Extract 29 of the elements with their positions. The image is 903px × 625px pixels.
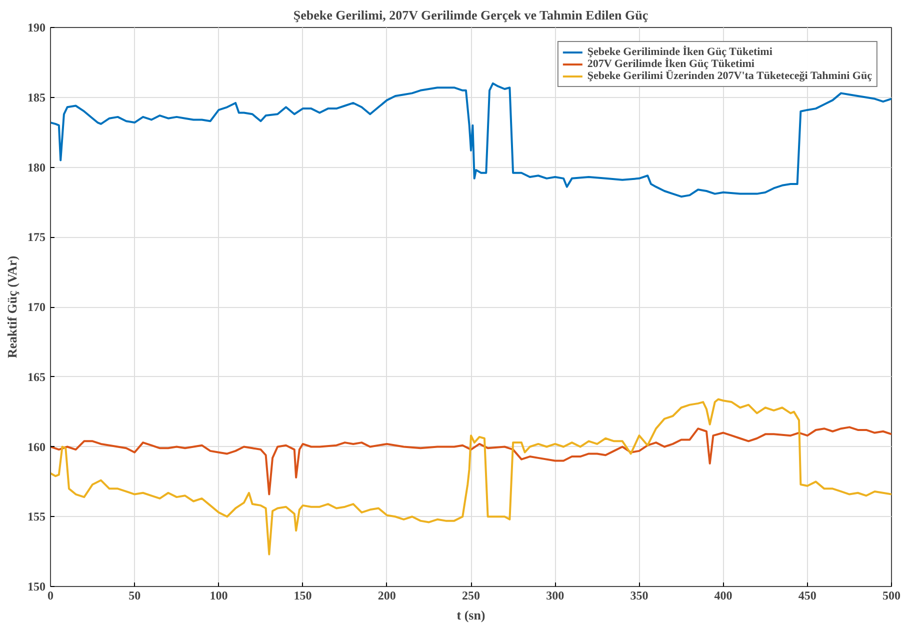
y-tick-label: 170: [28, 300, 46, 314]
x-tick-label: 350: [630, 588, 648, 602]
y-tick-label: 175: [28, 230, 46, 244]
legend-label: 207V Gerilimde İken Güç Tüketimi: [587, 58, 754, 70]
x-tick-label: 450: [798, 588, 816, 602]
line-series: [50, 398, 892, 556]
legend-label: Şebeke Gerilimi Üzerinden 207V'ta Tüketeceği Tahmini Güç: [587, 70, 872, 82]
x-tick-label: 50: [128, 588, 141, 602]
y-tick-label: 165: [28, 370, 46, 384]
chart-title: Şebeke Gerilimi, 207V Gerilimde Gerçek ve Tahmin Edilen Güç: [293, 8, 648, 22]
x-tick-label: 100: [210, 588, 228, 602]
y-tick-label: 180: [28, 160, 46, 174]
x-tick-label: 150: [294, 588, 312, 602]
x-tick-label: 400: [714, 588, 732, 602]
x-axis-title: t (sn): [456, 608, 486, 622]
y-tick-label: 160: [28, 440, 46, 454]
x-tick-label: 250: [462, 588, 480, 602]
x-tick-label: 300: [546, 588, 564, 602]
line-series: [50, 426, 892, 496]
y-tick-label: 185: [28, 90, 46, 104]
x-tick-label: 500: [882, 588, 900, 602]
line-series: [50, 82, 892, 198]
legend-label: Şebeke Geriliminde İken Güç Tüketimi: [587, 46, 772, 58]
x-tick-label: 0: [48, 588, 54, 602]
y-tick-label: 155: [28, 510, 46, 524]
y-tick-label: 150: [28, 580, 46, 594]
y-axis-title: Reaktif Güç (VAr): [4, 256, 20, 358]
x-tick-label: 200: [378, 588, 396, 602]
y-tick-label: 190: [28, 20, 46, 34]
